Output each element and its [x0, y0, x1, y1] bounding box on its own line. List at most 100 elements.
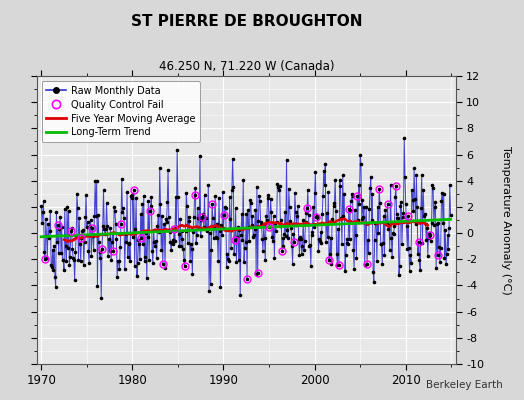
Point	[387, 234, 396, 241]
Point	[101, 230, 109, 237]
Point	[316, 229, 325, 235]
Point	[192, 240, 200, 246]
Point	[81, 214, 90, 221]
Point	[162, 218, 171, 225]
Point	[279, 243, 288, 250]
Point	[428, 182, 436, 188]
Point	[378, 260, 386, 267]
Point	[225, 258, 233, 264]
Point	[258, 236, 266, 242]
Point	[196, 233, 205, 239]
Point	[170, 225, 178, 232]
Point	[425, 235, 433, 241]
Point	[379, 240, 387, 246]
Point	[435, 244, 443, 250]
Point	[187, 240, 195, 247]
Point	[368, 190, 377, 197]
Point	[442, 261, 450, 268]
Point	[73, 190, 81, 197]
Point	[408, 196, 417, 203]
Point	[242, 238, 250, 245]
Point	[229, 184, 237, 190]
Point	[197, 217, 205, 223]
Point	[207, 247, 215, 254]
Point	[132, 195, 140, 201]
Point	[128, 192, 137, 198]
Point	[310, 224, 318, 230]
Point	[297, 236, 305, 242]
Point	[182, 190, 191, 196]
Point	[237, 232, 245, 238]
Point	[98, 246, 106, 252]
Point	[188, 271, 196, 277]
Point	[303, 205, 311, 211]
Point	[268, 234, 276, 240]
Point	[424, 230, 433, 236]
Point	[240, 258, 248, 265]
Point	[317, 240, 325, 246]
Point	[202, 215, 210, 222]
Point	[341, 268, 349, 274]
Point	[254, 218, 263, 224]
Point	[39, 209, 47, 215]
Point	[358, 196, 367, 203]
Point	[106, 225, 115, 231]
Point	[313, 212, 321, 218]
Point	[352, 232, 360, 238]
Point	[330, 203, 339, 209]
Point	[252, 270, 260, 277]
Point	[440, 255, 449, 261]
Point	[238, 237, 247, 244]
Point	[80, 262, 88, 268]
Point	[332, 208, 340, 214]
Point	[330, 200, 338, 206]
Point	[73, 204, 82, 211]
Point	[389, 230, 397, 236]
Point	[123, 189, 131, 195]
Point	[127, 195, 136, 202]
Point	[407, 260, 415, 266]
Point	[103, 223, 112, 230]
Point	[142, 230, 150, 236]
Point	[232, 205, 240, 212]
Point	[133, 272, 141, 279]
Point	[95, 239, 103, 246]
Point	[211, 193, 220, 200]
Point	[304, 212, 313, 218]
Point	[392, 211, 401, 217]
Point	[84, 248, 93, 254]
Point	[401, 174, 409, 180]
Point	[63, 204, 71, 210]
Point	[380, 252, 389, 258]
Point	[193, 205, 202, 211]
Point	[51, 284, 60, 290]
Point	[265, 224, 273, 230]
Point	[218, 232, 226, 238]
Point	[223, 250, 232, 257]
Point	[405, 245, 413, 252]
Point	[320, 182, 329, 188]
Point	[144, 234, 152, 240]
Point	[168, 237, 177, 243]
Point	[159, 261, 167, 268]
Point	[178, 228, 186, 234]
Point	[431, 198, 440, 205]
Point	[125, 240, 134, 247]
Point	[80, 239, 89, 246]
Point	[261, 257, 269, 264]
Point	[111, 207, 119, 214]
Point	[41, 256, 49, 262]
Point	[339, 172, 347, 178]
Point	[433, 251, 442, 258]
Point	[72, 233, 80, 240]
Point	[139, 193, 148, 199]
Point	[127, 193, 135, 200]
Point	[334, 226, 342, 232]
Point	[204, 182, 213, 188]
Point	[365, 206, 374, 212]
Point	[275, 187, 283, 194]
Point	[135, 241, 144, 248]
Point	[241, 245, 249, 251]
Point	[351, 207, 359, 213]
Point	[415, 257, 423, 264]
